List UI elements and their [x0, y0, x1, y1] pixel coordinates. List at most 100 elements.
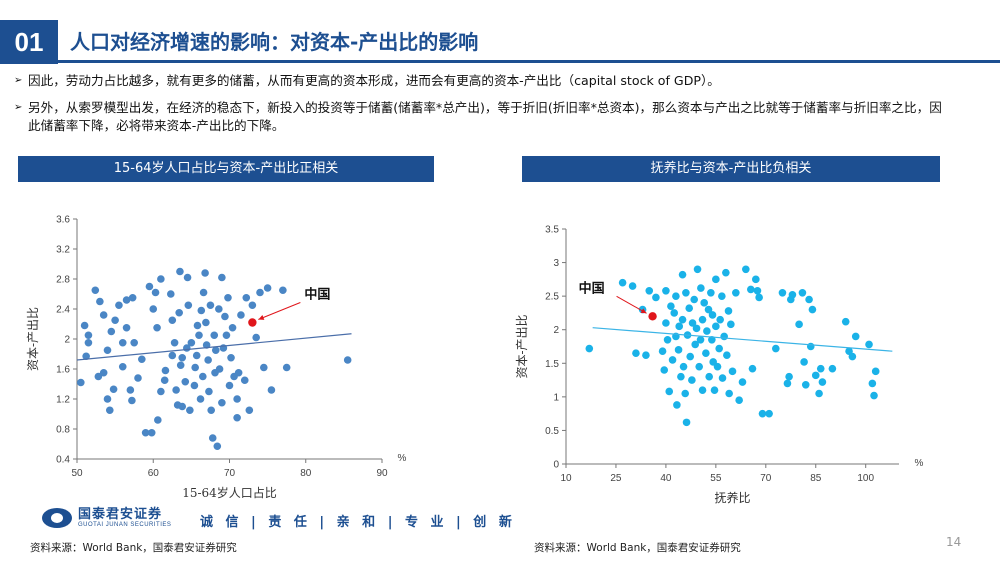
x-axis-label: 15-64岁人口占比	[182, 485, 277, 500]
scatter-point	[704, 305, 713, 314]
scatter-point	[695, 362, 703, 371]
china-annotation: 中国	[304, 287, 330, 303]
scatter-point	[675, 322, 684, 331]
scatter-point	[778, 288, 787, 297]
scatter-point	[662, 286, 670, 295]
annotation-arrowhead	[258, 315, 265, 320]
scatter-point	[685, 304, 694, 313]
scatter-point	[672, 292, 680, 300]
scatter-point	[805, 295, 813, 304]
header-divider	[58, 60, 1000, 63]
scatter-point	[728, 367, 737, 376]
scatter-point	[181, 377, 190, 386]
scatter-point	[201, 269, 209, 277]
scatter-point	[742, 265, 750, 274]
annotation-arrow	[616, 295, 647, 314]
scatter-point	[187, 338, 196, 347]
scatter-point	[91, 286, 100, 295]
scatter-point	[227, 353, 235, 362]
chart-left: 0.4 0.8 1.2 1.6 2 2.4 2.8 3.2 3.6 50 60 70 80 90% 15-6…	[26, 215, 407, 501]
scatter-point	[184, 301, 193, 310]
scatter-point	[183, 273, 192, 282]
scatter-point	[688, 319, 697, 327]
y-axis-label: 资本-产出比	[26, 307, 40, 371]
scatter-point	[868, 379, 877, 388]
scatter-point	[215, 365, 224, 373]
scatter-point	[134, 374, 142, 382]
scatter-point	[199, 288, 208, 297]
page-title: 人口对经济增速的影响：对资本-产出比的影响	[70, 30, 479, 54]
scatter-point	[673, 401, 681, 409]
logo-name-cn: 国泰君安证券	[78, 507, 163, 522]
scatter-point	[122, 296, 131, 304]
scatter-point	[677, 372, 685, 381]
scatter-point	[707, 288, 715, 297]
y-axis-label: 资本-产出比	[515, 314, 529, 378]
trend-line	[76, 333, 352, 361]
scatter-point	[698, 315, 707, 324]
scatter-point	[705, 372, 713, 381]
china-point	[648, 312, 657, 321]
scatter-point	[157, 275, 165, 283]
scatter-point	[153, 323, 161, 332]
scatter-point	[700, 299, 708, 307]
y-tick-label: 2.5	[545, 292, 559, 303]
bullet-2-text: 另外，从索罗模型出发，在经济的稳态下，新投入的投资等于储蓄(储蓄率*总产出)，等…	[28, 100, 942, 133]
logo-name-en: GUOTAI JUNAN SECURITIES	[78, 522, 172, 528]
scatter-point	[221, 312, 229, 321]
scatter-point	[161, 366, 170, 375]
slogan: 诚 信 | 责 任 | 亲 和 | 专 业 | 创 新	[200, 515, 516, 530]
scatter-point	[693, 265, 702, 274]
scatter-point	[252, 333, 260, 342]
scatter-point	[218, 398, 226, 407]
scatter-point	[735, 396, 743, 405]
x-tick-label: 70	[760, 473, 772, 484]
scatter-point	[279, 286, 287, 295]
x-tick-label: 50	[71, 468, 83, 479]
scatter-point	[674, 346, 683, 354]
scatter-point	[667, 302, 675, 311]
scatter-point	[99, 311, 108, 319]
scatter-point	[222, 331, 231, 340]
scatter-point	[682, 418, 691, 427]
scatter-point	[193, 321, 202, 330]
scatter-point	[210, 331, 219, 340]
scatter-point	[218, 273, 226, 282]
scatter-point	[233, 413, 241, 422]
scatter-point	[758, 409, 767, 418]
scatter-point	[808, 305, 817, 314]
bullet-2: ➢ 另外，从索罗模型出发，在经济的稳态下，新投入的投资等于储蓄(储蓄率*总产出)…	[14, 99, 953, 135]
x-unit-label: %	[398, 453, 407, 464]
scatter-point	[109, 385, 118, 394]
scatter-point	[865, 340, 873, 349]
x-tick-label: 55	[710, 473, 722, 484]
scatter-point	[191, 363, 199, 372]
x-tick-label: 60	[148, 468, 160, 479]
scatter-point	[199, 372, 207, 381]
scatter-point	[147, 428, 156, 437]
annotation-arrowhead	[640, 308, 647, 314]
bullet-arrow-icon: ➢	[14, 102, 23, 113]
x-tick-label: 25	[610, 473, 622, 484]
scatter-point	[80, 321, 89, 330]
scatter-point	[228, 323, 237, 332]
scatter-point	[122, 323, 131, 332]
china-point	[248, 318, 257, 327]
scatter-point	[242, 293, 251, 302]
y-tick-label: 2	[553, 325, 559, 336]
y-tick-label: 1.2	[56, 395, 70, 406]
scatter-point	[211, 346, 220, 355]
scatter-point	[811, 371, 820, 380]
scatter-point	[662, 319, 670, 327]
scatter-point	[233, 395, 241, 403]
scatter-point	[130, 338, 138, 347]
scatter-point	[738, 378, 747, 386]
scatter-point	[713, 362, 722, 371]
scatter-point	[118, 338, 127, 347]
scatter-point	[245, 406, 254, 415]
scatter-point	[107, 327, 116, 336]
scatter-point	[96, 297, 104, 306]
trend-line	[592, 327, 893, 352]
scatter-point	[205, 387, 213, 396]
